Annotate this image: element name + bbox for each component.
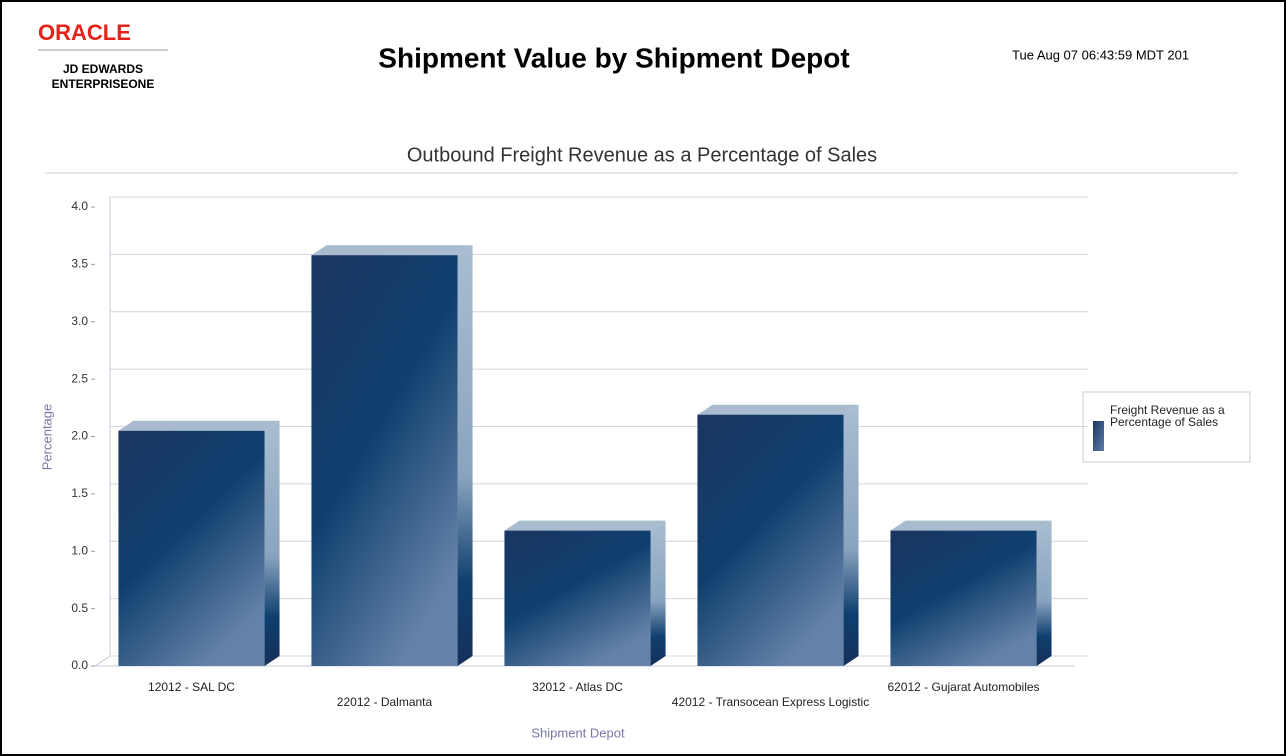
- y-tick-label: 0.0: [71, 658, 88, 672]
- bar-side: [457, 245, 473, 666]
- legend-box: [1082, 391, 1251, 463]
- bar-top: [504, 520, 666, 531]
- logo: ORACLE: [38, 20, 131, 45]
- bar-side: [1036, 520, 1052, 666]
- legend-label: Freight Revenue as a Percentage of Sales: [1110, 403, 1225, 429]
- x-tick-label: 42012 - Transocean Express Logistic: [672, 695, 869, 709]
- bar: [504, 530, 651, 666]
- x-axis-label: Shipment Depot: [531, 725, 625, 740]
- logo-line: ENTERPRISEONE: [52, 77, 155, 91]
- y-tick-label: 3.0: [71, 314, 88, 328]
- bar-top: [311, 245, 473, 256]
- bar-top: [890, 520, 1052, 531]
- y-tick-label: 1.0: [71, 543, 88, 557]
- legend-swatch: [1093, 421, 1104, 451]
- bar: [118, 430, 265, 666]
- y-tick-label: 1.5: [71, 486, 88, 500]
- y-tick-label: 0.5: [71, 601, 88, 615]
- x-tick-label: 32012 - Atlas DC: [532, 680, 623, 694]
- timestamp: Tue Aug 07 06:43:59 MDT 201: [1012, 47, 1189, 62]
- bar-side: [843, 404, 859, 666]
- chart-title: Outbound Freight Revenue as a Percentage…: [407, 144, 877, 166]
- x-tick-label: 22012 - Dalmanta: [337, 695, 433, 709]
- bar: [890, 530, 1037, 666]
- y-tick-label: 2.0: [71, 429, 88, 443]
- report-title: Shipment Value by Shipment Depot: [378, 42, 849, 73]
- bar-side: [264, 420, 280, 666]
- bar-side: [650, 520, 666, 666]
- bar-top: [697, 404, 859, 415]
- x-tick-label: 12012 - SAL DC: [148, 680, 235, 694]
- y-tick-label: 2.5: [71, 371, 88, 385]
- y-tick-label: 4.0: [71, 199, 88, 213]
- y-axis-label: Percentage: [39, 404, 54, 471]
- y-tick-label: 3.5: [71, 257, 88, 271]
- bar: [311, 255, 458, 666]
- bar: [697, 414, 844, 666]
- logo-line: JD EDWARDS: [63, 62, 143, 76]
- bar-top: [118, 420, 280, 431]
- x-tick-label: 62012 - Gujarat Automobiles: [887, 680, 1039, 694]
